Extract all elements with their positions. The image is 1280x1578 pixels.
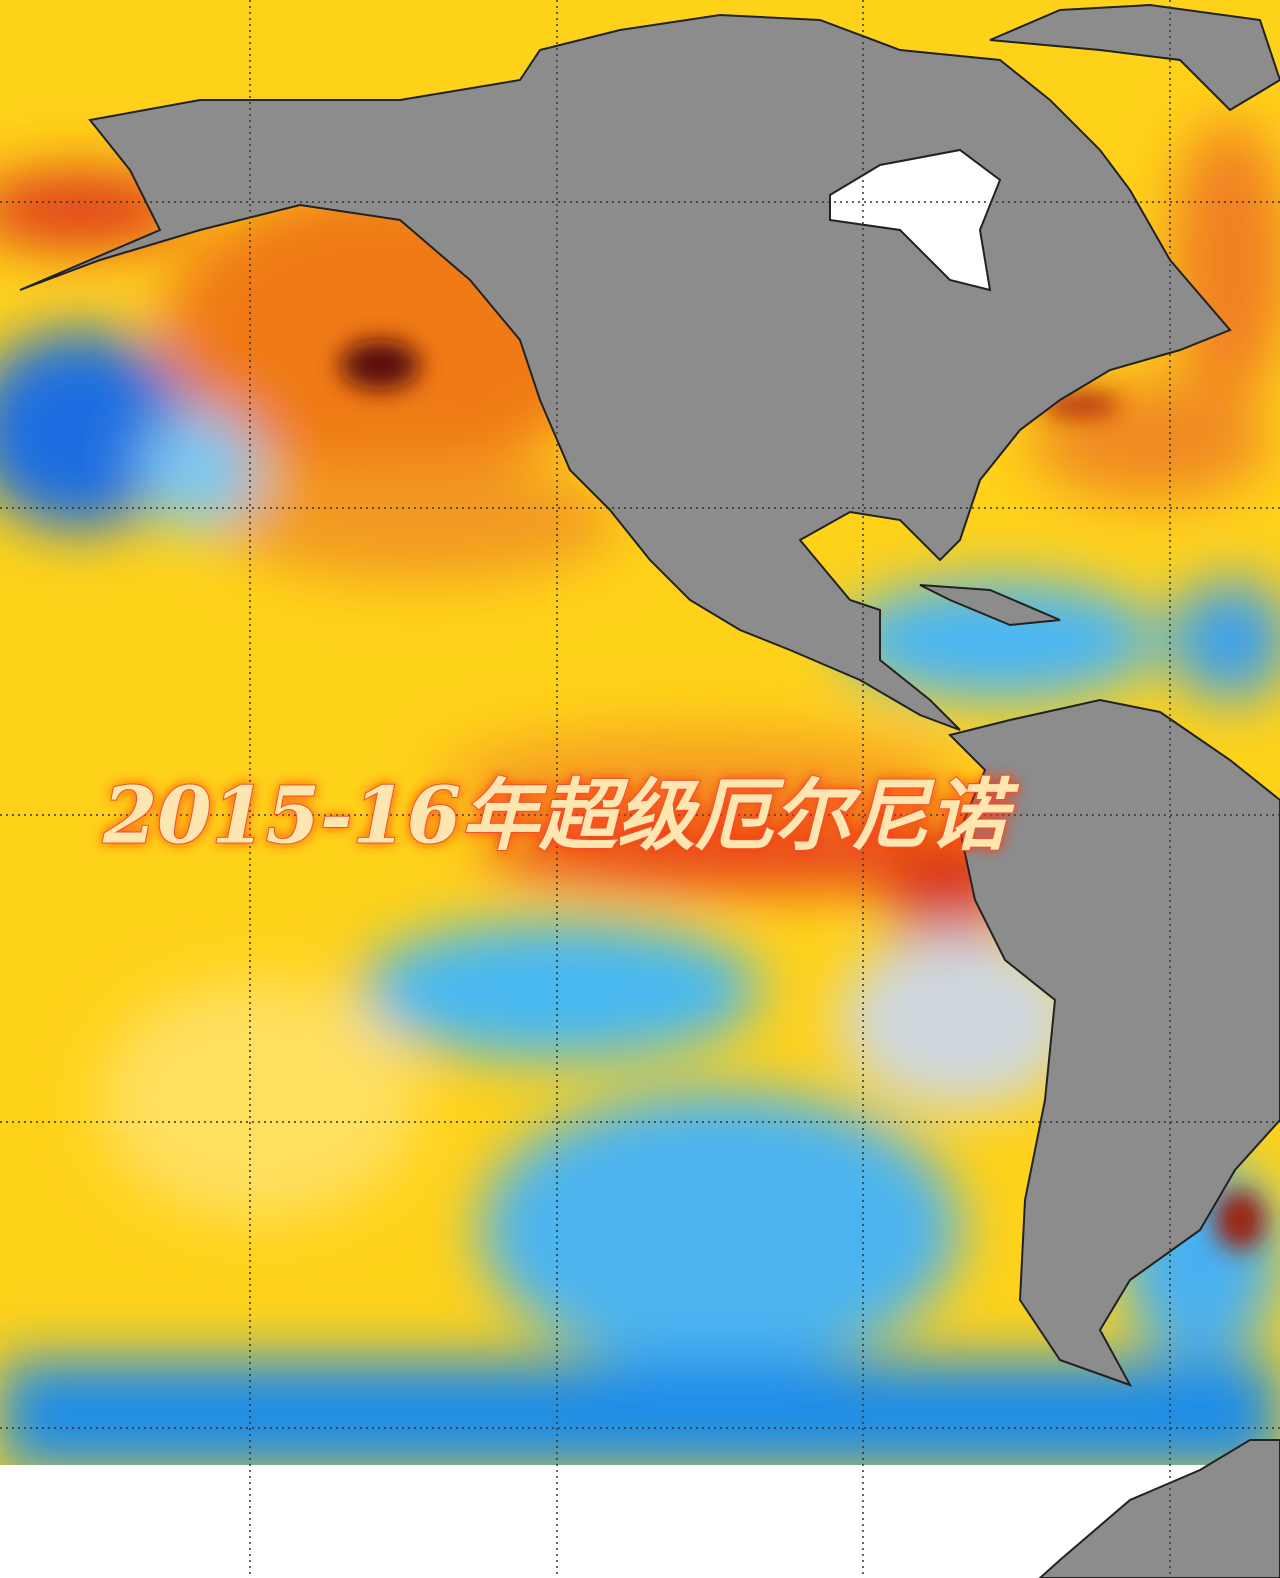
south-america bbox=[948, 698, 1280, 1387]
land bbox=[19, 3, 1280, 1578]
hudson-bay bbox=[829, 148, 1002, 292]
antarctica bbox=[1038, 1439, 1280, 1578]
greenland bbox=[989, 3, 1280, 112]
title: 2015-16年超级厄尔尼诺 bbox=[102, 771, 1020, 862]
cuba bbox=[919, 584, 1061, 627]
